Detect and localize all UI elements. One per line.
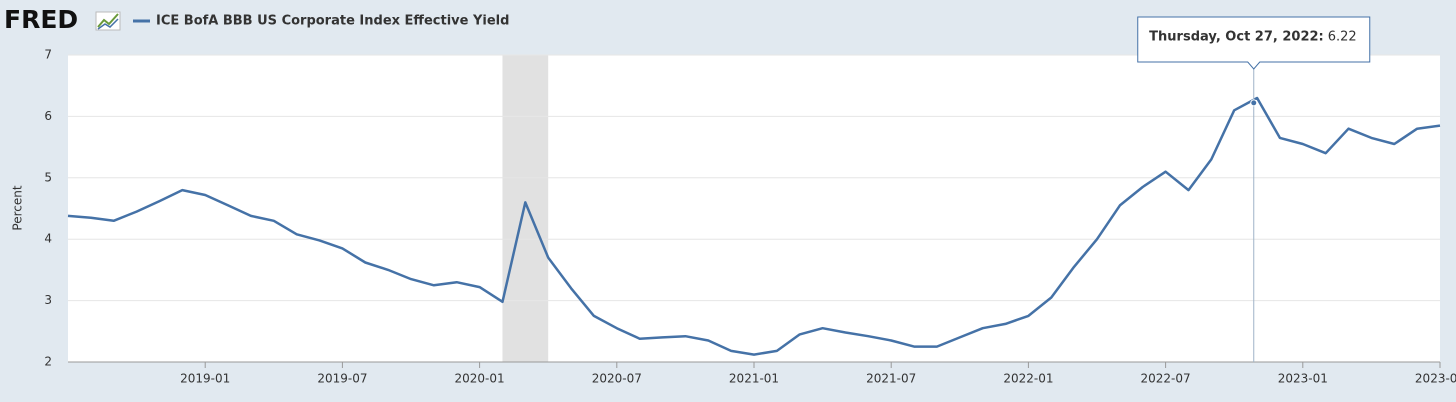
y-tick-label: 7 [44, 48, 52, 62]
y-axis-label: Percent [11, 185, 25, 230]
tooltip-point [1250, 99, 1258, 107]
legend-label: ICE BofA BBB US Corporate Index Effectiv… [156, 14, 509, 29]
data-line [67, 96, 1441, 356]
x-tick-label: 2019-01 [180, 372, 230, 386]
y-tick-label: 3 [44, 293, 52, 307]
logo-icon [95, 11, 121, 31]
x-tick-label: 2022-01 [1003, 372, 1053, 386]
y-tick-label: 5 [44, 170, 52, 184]
y-tick-label: 2 [44, 355, 52, 369]
x-tick-label: 2019-07 [317, 372, 367, 386]
x-tick-label: 2021-07 [866, 372, 916, 386]
x-tick-label: 2021-01 [729, 372, 779, 386]
tooltip-label: Thursday, Oct 27, 2022: [1149, 30, 1324, 45]
plot-area [68, 55, 1440, 362]
y-tick-label: 6 [44, 109, 52, 123]
logo: FRED [4, 5, 78, 34]
recession-shading [502, 55, 549, 362]
y-tick-label: 4 [44, 232, 52, 246]
x-tick-label: 2022-07 [1141, 372, 1191, 386]
x-tick-label: 2023-07 [1415, 372, 1456, 386]
x-tick-label: 2020-01 [455, 372, 505, 386]
x-tick-label: 2020-07 [592, 372, 642, 386]
x-tick-label: 2023-01 [1278, 372, 1328, 386]
tooltip-box [1137, 16, 1371, 70]
tooltip-value: 6.22 [1328, 30, 1357, 45]
